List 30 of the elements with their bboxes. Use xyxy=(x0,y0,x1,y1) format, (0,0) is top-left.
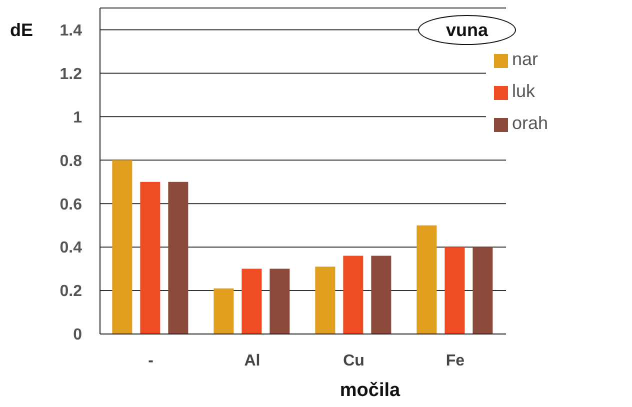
y-tick-label: 0 xyxy=(73,326,82,344)
bar xyxy=(270,268,290,334)
x-tick-label: Fe xyxy=(446,352,465,370)
y-tick-label: 1 xyxy=(73,109,82,126)
y-tick-label: 1.4 xyxy=(60,22,82,40)
x-tick-label: - xyxy=(148,352,154,370)
bar xyxy=(112,160,132,334)
y-tick-label: 0.4 xyxy=(60,240,82,257)
bar xyxy=(168,182,188,334)
x-axis-title: močila xyxy=(338,380,402,402)
bar xyxy=(242,268,262,334)
bar xyxy=(444,247,465,334)
bar xyxy=(343,256,364,334)
bar xyxy=(214,288,234,334)
bar xyxy=(315,266,336,334)
y-tick-label: 0.8 xyxy=(60,152,82,170)
bar xyxy=(371,256,392,334)
legend-label: luk xyxy=(512,81,536,101)
x-tick-label: Al xyxy=(244,352,260,370)
bar xyxy=(472,247,493,334)
y-tick-label: 1.2 xyxy=(60,66,82,83)
text: vuna xyxy=(418,15,516,45)
bar xyxy=(416,225,437,334)
y-tick-label: 0.2 xyxy=(60,283,82,300)
y-tick-label: 0.6 xyxy=(60,196,82,214)
legend-label: nar xyxy=(512,49,538,69)
x-tick-label: Cu xyxy=(343,352,364,370)
y-axis-title: dE xyxy=(10,20,34,41)
bar xyxy=(140,182,160,334)
legend-label: orah xyxy=(512,113,548,133)
